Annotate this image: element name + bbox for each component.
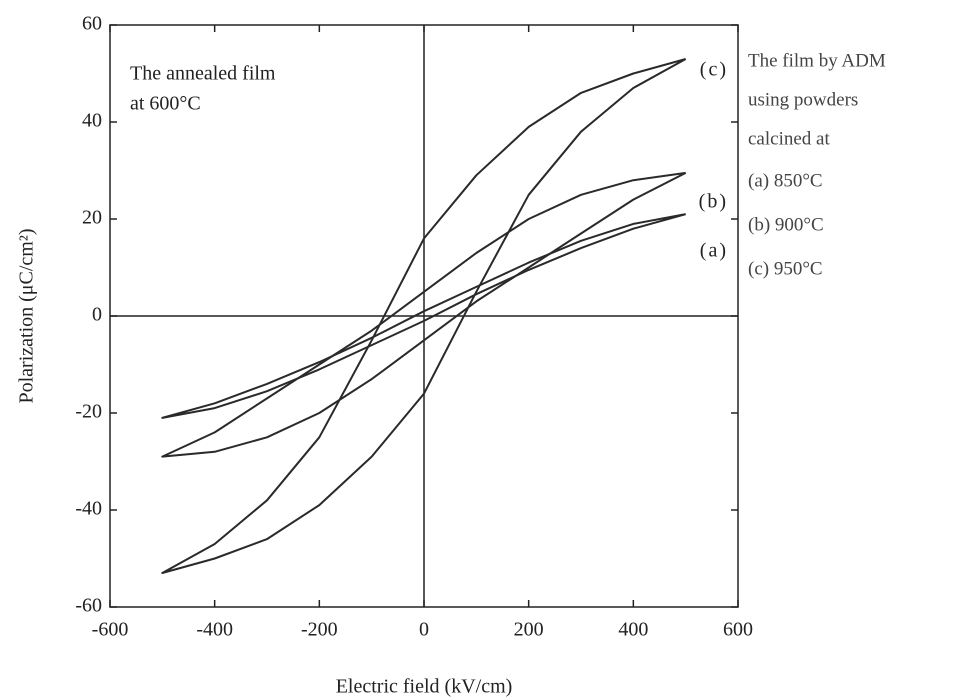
- legend-text: calcined at: [748, 128, 830, 149]
- legend-text: (c) 950°C: [748, 258, 823, 279]
- legend-text: The film by ADM: [748, 50, 886, 71]
- y-tick-label: -60: [75, 595, 102, 617]
- x-tick-label: -400: [196, 619, 233, 641]
- x-tick-label: 200: [514, 619, 544, 641]
- page: Electric field (kV/cm) Polarization (μC/…: [0, 0, 978, 700]
- x-tick-label: 0: [419, 619, 429, 641]
- chart: Electric field (kV/cm) Polarization (μC/…: [0, 0, 978, 700]
- x-tick-label: 400: [618, 619, 648, 641]
- y-tick-label: 40: [82, 110, 102, 132]
- y-tick-label: 20: [82, 207, 102, 229]
- x-axis-label: Electric field (kV/cm): [336, 676, 513, 698]
- legend-text: (a) 850°C: [748, 170, 823, 191]
- y-tick-label: -40: [75, 498, 102, 520]
- legend-text: (b) 900°C: [748, 214, 824, 235]
- y-tick-label: -20: [75, 401, 102, 423]
- curve-label: (c): [700, 59, 728, 81]
- curve-label: (b): [699, 191, 728, 213]
- x-tick-label: -600: [92, 619, 129, 641]
- annotation: at 600°C: [130, 93, 201, 115]
- curve-label: (a): [700, 240, 728, 262]
- x-tick-label: 600: [723, 619, 753, 641]
- annotation: The annealed film: [130, 63, 276, 85]
- y-tick-label: 0: [92, 304, 102, 326]
- legend-text: using powders: [748, 89, 858, 110]
- y-tick-label: 60: [82, 13, 102, 35]
- y-axis-label: Polarization (μC/cm²): [16, 228, 38, 403]
- x-tick-label: -200: [301, 619, 338, 641]
